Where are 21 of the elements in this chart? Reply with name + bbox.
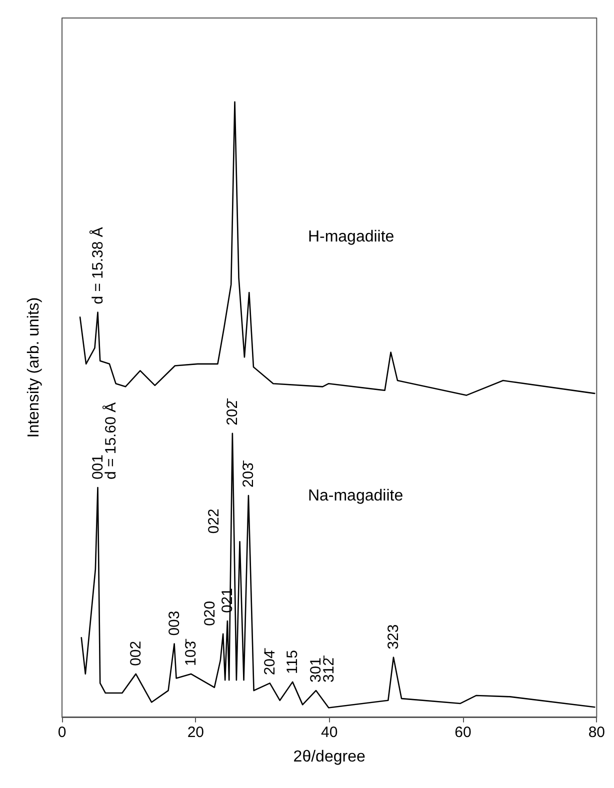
annotation: 002	[127, 640, 144, 666]
x-tick-label: 60	[454, 724, 472, 741]
x-tick-label: 80	[588, 724, 605, 741]
annotation: 323	[384, 624, 402, 650]
x-tick-label: 20	[187, 724, 204, 741]
annotation: 020	[202, 600, 219, 626]
annotation: 203̄	[240, 460, 257, 488]
annotation: 115	[284, 650, 302, 674]
annotation: 202̄	[224, 398, 241, 426]
annotation: 103̄	[182, 638, 200, 666]
annotation: 022	[205, 508, 222, 534]
annotation: H-magadiite	[308, 228, 394, 246]
annotation: 003	[166, 610, 183, 636]
y-axis-title: Intensity (arb. units)	[26, 297, 42, 438]
annotation: 001	[89, 454, 106, 480]
annotation: Na-magadiite	[308, 487, 404, 504]
annotation: 204̄	[261, 648, 278, 676]
x-tick-label: 0	[58, 724, 66, 741]
annotation: d = 15.38 Å	[88, 227, 106, 304]
x-tick-label: 40	[320, 724, 338, 741]
x-axis-title: 2θ/degree	[293, 748, 366, 766]
